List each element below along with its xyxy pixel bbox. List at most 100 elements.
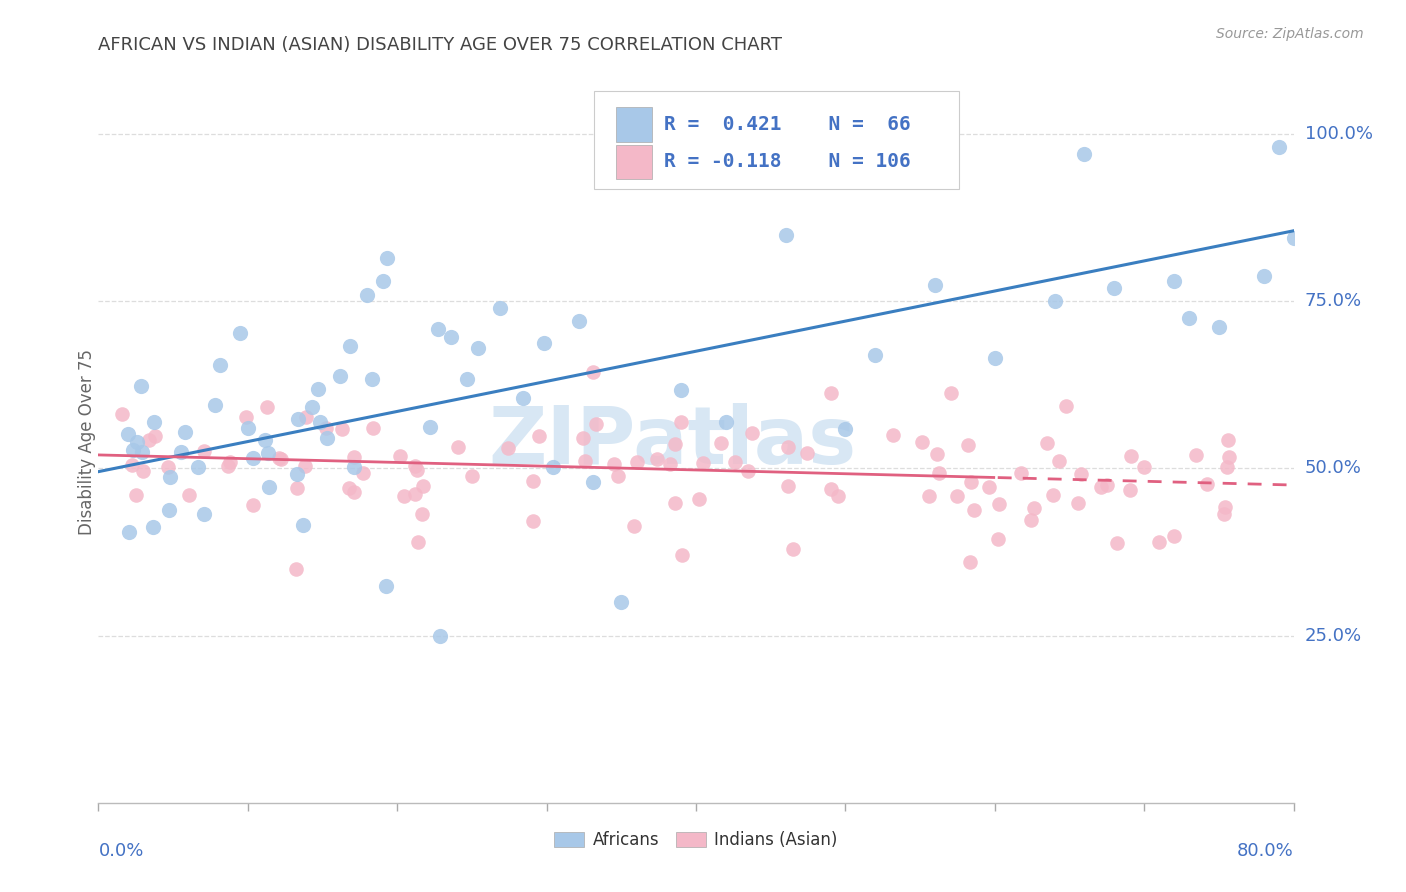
Point bbox=[671, 548, 693, 563]
Point bbox=[330, 421, 353, 435]
Point bbox=[242, 450, 264, 465]
Point bbox=[447, 440, 470, 454]
Point bbox=[1104, 281, 1126, 295]
Point bbox=[911, 434, 934, 449]
Point bbox=[375, 579, 398, 593]
Point bbox=[294, 459, 316, 474]
Point bbox=[692, 456, 714, 470]
Point bbox=[1043, 294, 1066, 309]
Point bbox=[1067, 495, 1090, 509]
FancyBboxPatch shape bbox=[616, 145, 652, 179]
Point bbox=[132, 464, 155, 478]
Point bbox=[1213, 508, 1236, 522]
Text: ZIPatlas: ZIPatlas bbox=[488, 402, 856, 481]
Point bbox=[541, 460, 564, 475]
Point bbox=[1054, 400, 1077, 414]
Point bbox=[1119, 449, 1142, 463]
Point bbox=[339, 339, 361, 353]
Point bbox=[669, 415, 692, 429]
Point bbox=[467, 341, 489, 355]
Point bbox=[429, 628, 451, 642]
Point bbox=[1095, 478, 1118, 492]
Point bbox=[956, 438, 979, 452]
Point bbox=[419, 420, 441, 434]
Point bbox=[315, 421, 337, 435]
Point bbox=[963, 503, 986, 517]
Point bbox=[568, 314, 591, 328]
Point bbox=[187, 460, 209, 475]
Point bbox=[219, 455, 242, 469]
Point bbox=[778, 479, 800, 493]
Point bbox=[411, 508, 433, 522]
Point bbox=[496, 441, 519, 455]
Point bbox=[406, 534, 429, 549]
Point bbox=[522, 515, 544, 529]
Point bbox=[572, 431, 595, 445]
Point bbox=[1282, 230, 1305, 244]
Point bbox=[406, 463, 429, 477]
Point bbox=[217, 458, 239, 473]
Point bbox=[427, 322, 450, 336]
Point bbox=[375, 252, 398, 266]
Point bbox=[585, 417, 607, 431]
Point bbox=[669, 383, 692, 397]
Point bbox=[157, 503, 180, 517]
Text: 0.0%: 0.0% bbox=[98, 842, 143, 860]
Point bbox=[179, 488, 201, 502]
Point bbox=[235, 410, 257, 425]
Point bbox=[111, 407, 134, 421]
Point bbox=[882, 427, 904, 442]
Point bbox=[527, 429, 550, 443]
Point bbox=[522, 474, 544, 488]
Point bbox=[959, 555, 981, 569]
Y-axis label: Disability Age Over 75: Disability Age Over 75 bbox=[79, 349, 96, 534]
Point bbox=[170, 445, 193, 459]
Legend: Africans, Indians (Asian): Africans, Indians (Asian) bbox=[547, 824, 845, 856]
Point bbox=[1070, 467, 1092, 481]
Point bbox=[623, 519, 645, 533]
Point bbox=[1216, 459, 1239, 474]
Point bbox=[1147, 534, 1170, 549]
Point bbox=[125, 435, 148, 450]
Point bbox=[117, 426, 139, 441]
Point bbox=[371, 274, 394, 288]
Point bbox=[329, 369, 352, 384]
Point bbox=[1253, 268, 1275, 283]
Point bbox=[257, 480, 280, 494]
Point bbox=[776, 440, 799, 454]
Point bbox=[1036, 435, 1059, 450]
Point bbox=[1019, 513, 1042, 527]
Text: 50.0%: 50.0% bbox=[1305, 459, 1361, 477]
Point bbox=[928, 466, 950, 480]
Point bbox=[827, 489, 849, 503]
Point bbox=[512, 391, 534, 405]
Point bbox=[737, 464, 759, 478]
Point bbox=[1197, 476, 1219, 491]
Point bbox=[242, 498, 264, 512]
Point bbox=[159, 470, 181, 484]
Point bbox=[122, 443, 145, 458]
Point bbox=[284, 562, 307, 576]
Point bbox=[1178, 310, 1201, 325]
Point bbox=[285, 481, 308, 495]
Point bbox=[361, 372, 384, 386]
Point bbox=[361, 421, 384, 435]
Point bbox=[945, 489, 967, 503]
Point bbox=[412, 479, 434, 493]
Point bbox=[1107, 535, 1129, 549]
Point bbox=[927, 447, 949, 461]
Point bbox=[174, 425, 197, 439]
Point bbox=[291, 517, 314, 532]
Point bbox=[533, 336, 555, 351]
Point bbox=[204, 398, 226, 412]
Point bbox=[254, 434, 277, 448]
Point bbox=[388, 449, 411, 463]
Point bbox=[659, 457, 682, 471]
Point bbox=[582, 475, 605, 490]
Point bbox=[1218, 450, 1240, 464]
Point bbox=[129, 379, 152, 393]
Point bbox=[834, 422, 856, 436]
Point bbox=[1073, 147, 1095, 161]
Point bbox=[461, 469, 484, 483]
Text: R = -0.118    N = 106: R = -0.118 N = 106 bbox=[664, 153, 911, 171]
